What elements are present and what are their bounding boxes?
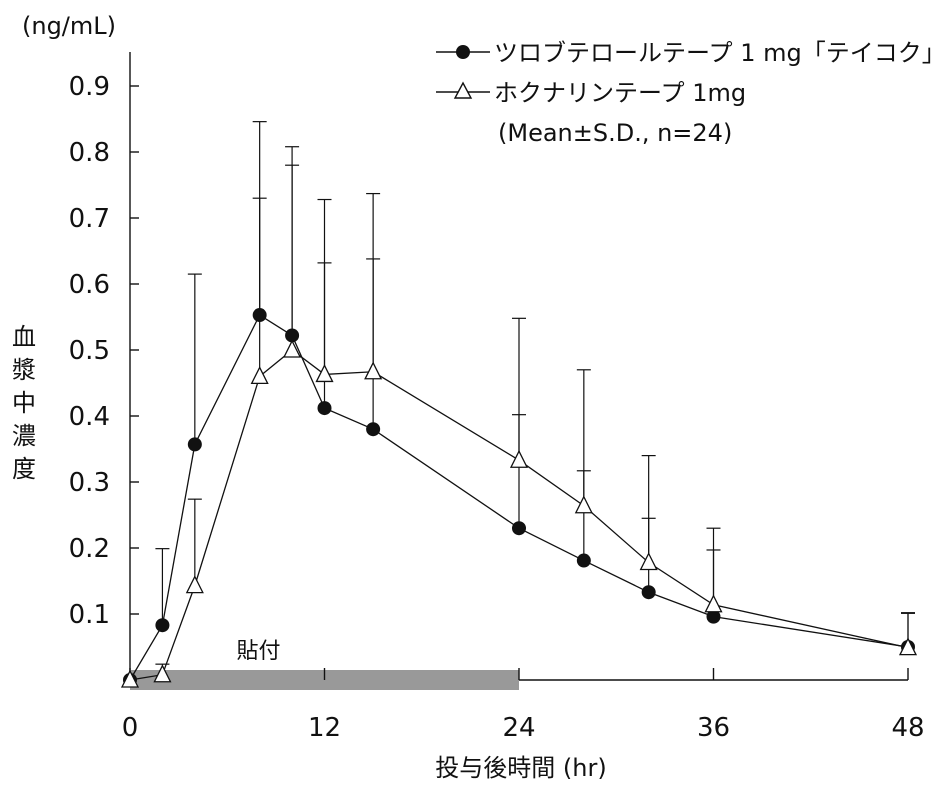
application-band-label: 貼付 <box>236 639 280 664</box>
data-point-triangle <box>364 361 383 380</box>
data-point-circle <box>252 308 267 323</box>
y-axis-label-char-4: 濃 <box>12 422 36 450</box>
data-point-triangle <box>185 575 204 594</box>
data-point-triangle <box>898 637 918 656</box>
data-point-triangle <box>639 552 658 571</box>
y-axis-label-char-5: 度 <box>12 455 36 483</box>
y-tick-label: 0.6 <box>69 270 110 300</box>
legend-marker-filled-circle <box>456 45 470 59</box>
x-tick-label: 12 <box>308 713 341 743</box>
legend-label-reference: ホクナリンテープ 1mg <box>494 79 746 107</box>
markers-series-1 <box>123 308 915 687</box>
y-tick-label: 0.4 <box>69 402 110 432</box>
data-point-circle <box>317 401 332 416</box>
data-point-circle <box>187 437 202 452</box>
data-point-triangle <box>704 594 723 613</box>
y-tick-label: 0.3 <box>69 468 110 498</box>
data-point-circle <box>512 521 526 536</box>
y-unit-label: (ng/mL) <box>22 12 116 40</box>
x-tick-label: 48 <box>891 713 924 743</box>
y-tick-label: 0.5 <box>69 336 110 366</box>
data-point-triangle <box>315 363 334 383</box>
y-axis-label-char-2: 漿 <box>12 356 36 384</box>
series-line-2 <box>129 349 909 681</box>
legend-label-test: ツロブテロールテープ 1 mg「テイコク」 <box>494 39 936 67</box>
legend-note: (Mean±S.D., n=24) <box>498 119 732 147</box>
y-tick-label: 0.8 <box>69 138 110 168</box>
data-point-triangle <box>250 365 269 385</box>
error-bars-series-1 <box>155 164 915 647</box>
data-point-triangle <box>509 449 529 468</box>
legend: ツロブテロールテープ 1 mg「テイコク」 ホクナリンテープ 1mg (Mean… <box>436 39 936 147</box>
series-line-1 <box>129 314 909 681</box>
markers-series-2 <box>120 339 918 688</box>
data-point-triangle <box>574 495 593 514</box>
y-tick-label: 0.1 <box>69 600 110 630</box>
data-point-circle <box>576 553 591 568</box>
y-tick-label: 0.2 <box>69 534 110 564</box>
legend-entry-test: ツロブテロールテープ 1 mg「テイコク」 <box>436 39 936 67</box>
y-ticks: 0.1 0.2 0.3 0.4 0.5 0.6 0.7 0.8 0.9 <box>69 72 139 630</box>
data-point-triangle <box>283 339 302 358</box>
x-tick-label: 36 <box>697 713 730 743</box>
data-point-circle <box>366 422 381 437</box>
y-tick-label: 0.7 <box>69 204 110 234</box>
data-point-triangle <box>120 669 140 688</box>
y-axis-label-char-3: 中 <box>12 389 36 417</box>
x-tick-label: 24 <box>502 713 535 743</box>
y-tick-label: 0.9 <box>69 72 110 102</box>
x-axis-label: 投与後時間 (hr) <box>435 754 606 782</box>
legend-entry-reference: ホクナリンテープ 1mg <box>436 79 746 107</box>
data-point-triangle <box>153 664 172 683</box>
data-point-circle <box>641 585 656 600</box>
data-point-circle <box>706 609 721 624</box>
error-bars-series-2 <box>155 121 915 675</box>
data-point-circle <box>155 618 170 633</box>
y-axis-label-char-1: 血 <box>12 323 36 351</box>
x-ticks: 0 12 24 36 48 <box>122 668 925 743</box>
y-axis-label: 血 漿 中 濃 度 <box>12 323 36 483</box>
data-point-circle <box>285 328 300 343</box>
legend-marker-open-triangle <box>453 81 473 99</box>
x-tick-label: 0 <box>122 713 139 743</box>
series-layer <box>120 121 918 688</box>
